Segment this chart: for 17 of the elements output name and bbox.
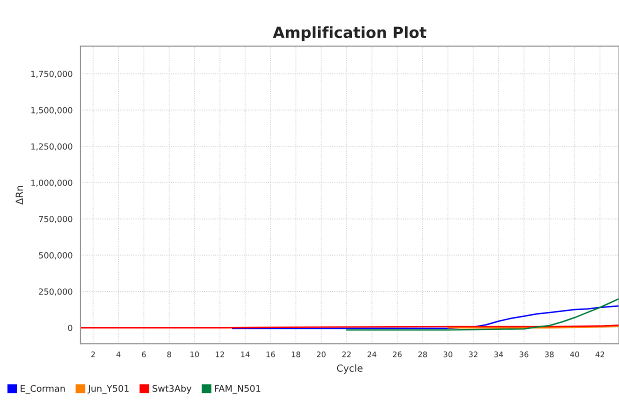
y-tick-label: 250,000 bbox=[38, 288, 72, 296]
chart-title: Amplification Plot bbox=[272, 26, 426, 42]
y-tick-label: 1,000,000 bbox=[31, 180, 72, 187]
line-series bbox=[232, 305, 619, 330]
legend-label: FAM_N501 bbox=[215, 385, 260, 394]
legend-label: Jun_Y501 bbox=[88, 385, 129, 394]
legend-label: E_Corman bbox=[20, 385, 65, 394]
x-axis-title: Cycle bbox=[336, 364, 362, 374]
y-tick-label: 750,000 bbox=[39, 216, 72, 224]
legend-label: Swt3Aby bbox=[152, 384, 192, 394]
y-tick-label: 1,250,000 bbox=[31, 143, 72, 150]
y-tick-label: 0 bbox=[68, 324, 72, 332]
y-tick-label: 500,000 bbox=[39, 252, 72, 260]
line-series bbox=[346, 298, 619, 331]
y-tick-label: 1,500,000 bbox=[31, 107, 72, 114]
y-tick-label: 1,750,000 bbox=[31, 70, 72, 78]
y-axis-title: ΔRn bbox=[16, 186, 23, 205]
